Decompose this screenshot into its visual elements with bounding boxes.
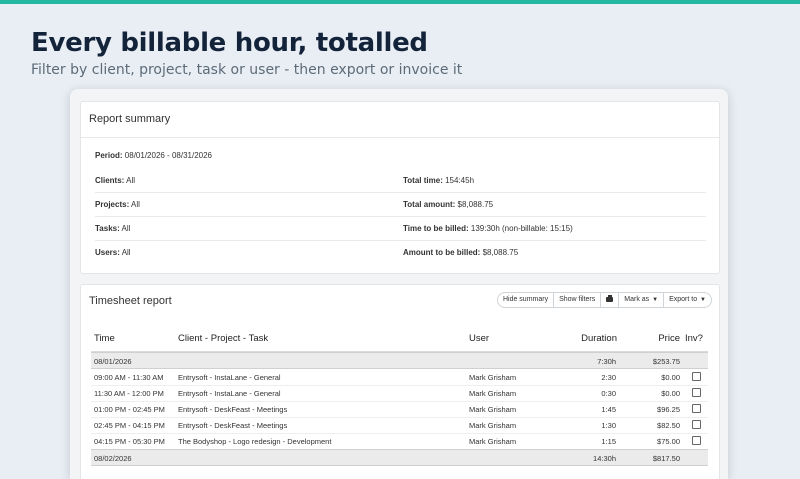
accent-bar [0, 0, 800, 4]
entry-client-project-task: The Bodyshop - Logo redesign - Developme… [178, 437, 332, 446]
invoiced-checkbox[interactable] [692, 420, 701, 429]
report-summary-card: Report summary Period: 08/01/2026 - 08/3… [80, 101, 720, 274]
hide-summary-button[interactable]: Hide summary [496, 292, 555, 308]
entry-time: 04:15 PM - 05:30 PM [94, 437, 165, 446]
day-date: 08/01/2026 [94, 357, 132, 366]
divider [95, 192, 706, 193]
table-row[interactable]: 01:00 PM - 02:45 PM Entrysoft - DeskFeas… [91, 401, 708, 418]
column-header-time[interactable]: Time [94, 333, 115, 344]
summary-users: Users: All [95, 248, 131, 257]
entry-price: $0.00 [661, 389, 680, 398]
entry-duration: 1:45 [601, 405, 616, 414]
caret-down-icon: ▼ [652, 297, 659, 303]
entry-user: Mark Grisham [469, 405, 517, 414]
timesheet-report-title: Timesheet report [89, 295, 172, 307]
day-price: $253.75 [652, 357, 680, 366]
invoiced-checkbox[interactable] [692, 388, 701, 397]
day-duration: 14:30h [593, 454, 616, 463]
divider [95, 240, 706, 241]
printer-icon [606, 295, 614, 302]
summary-projects: Projects: All [95, 200, 140, 209]
mark-as-button[interactable]: Mark as ▼ [619, 292, 665, 308]
entry-duration: 2:30 [601, 373, 616, 382]
entry-price: $96.25 [657, 405, 680, 414]
subheadline: Filter by client, project, task or user … [31, 62, 463, 78]
entry-client-project-task: Entrysoft - InstaLane - General [178, 373, 281, 382]
divider [81, 137, 719, 138]
app-window: Report summary Period: 08/01/2026 - 08/3… [70, 89, 728, 479]
summary-amount-to-bill: Amount to be billed: $8,088.75 [403, 248, 519, 257]
column-header-user[interactable]: User [469, 333, 490, 344]
summary-tasks: Tasks: All [95, 224, 131, 233]
headline: Every billable hour, totalled [31, 28, 428, 58]
day-price: $817.50 [652, 454, 680, 463]
day-group-row: 08/01/2026 7:30h $253.75 [91, 352, 708, 369]
entry-user: Mark Grisham [469, 389, 517, 398]
invoiced-checkbox[interactable] [692, 372, 701, 381]
entry-price: $0.00 [661, 373, 680, 382]
entry-time: 02:45 PM - 04:15 PM [94, 421, 165, 430]
entry-time: 01:00 PM - 02:45 PM [94, 405, 165, 414]
entry-duration: 0:30 [601, 389, 616, 398]
entry-client-project-task: Entrysoft - DeskFeast - Meetings [178, 405, 288, 414]
column-header-price[interactable]: Price [658, 333, 680, 344]
report-summary-title: Report summary [89, 113, 171, 125]
divider [95, 216, 706, 217]
timesheet-report-card: Timesheet report Hide summary Show filte… [80, 284, 720, 479]
summary-clients: Clients: All [95, 176, 136, 185]
summary-total-time: Total time: 154:45h [403, 176, 475, 185]
table-row[interactable]: 11:30 AM - 12:00 PM Entrysoft - InstaLan… [91, 385, 708, 402]
column-header-client-project-task[interactable]: Client - Project - Task [178, 333, 269, 344]
day-duration: 7:30h [597, 357, 616, 366]
summary-time-to-bill: Time to be billed: 139:30h (non-billable… [403, 224, 573, 233]
table-row[interactable]: 04:15 PM - 05:30 PM The Bodyshop - Logo … [91, 433, 708, 450]
summary-total-amount: Total amount: $8,088.75 [403, 200, 494, 209]
entry-time: 11:30 AM - 12:00 PM [94, 389, 164, 398]
entry-user: Mark Grisham [469, 373, 517, 382]
report-toolbar: Hide summary Show filters Mark as ▼ Expo… [496, 292, 712, 308]
divider [91, 351, 708, 352]
entry-duration: 1:15 [601, 437, 616, 446]
export-to-button[interactable]: Export to ▼ [664, 292, 712, 308]
invoiced-checkbox[interactable] [692, 404, 701, 413]
entry-user: Mark Grisham [469, 437, 517, 446]
entry-user: Mark Grisham [469, 421, 517, 430]
entry-client-project-task: Entrysoft - InstaLane - General [178, 389, 281, 398]
invoiced-checkbox[interactable] [692, 436, 701, 445]
table-row[interactable]: 09:00 AM - 11:30 AM Entrysoft - InstaLan… [91, 369, 708, 386]
column-header-duration[interactable]: Duration [581, 333, 617, 344]
day-date: 08/02/2026 [94, 454, 132, 463]
caret-down-icon: ▼ [700, 297, 706, 303]
entry-time: 09:00 AM - 11:30 AM [94, 373, 164, 382]
table-row[interactable]: 02:45 PM - 04:15 PM Entrysoft - DeskFeas… [91, 417, 708, 434]
print-button[interactable] [601, 292, 620, 308]
entry-client-project-task: Entrysoft - DeskFeast - Meetings [178, 421, 288, 430]
entry-duration: 1:30 [601, 421, 616, 430]
entry-price: $75.00 [657, 437, 680, 446]
entry-price: $82.50 [657, 421, 680, 430]
summary-period: Period: 08/01/2026 - 08/31/2026 [95, 151, 212, 160]
day-group-row: 08/02/2026 14:30h $817.50 [91, 449, 708, 466]
column-header-invoiced[interactable]: Inv? [685, 333, 703, 344]
show-filters-button[interactable]: Show filters [554, 292, 602, 308]
